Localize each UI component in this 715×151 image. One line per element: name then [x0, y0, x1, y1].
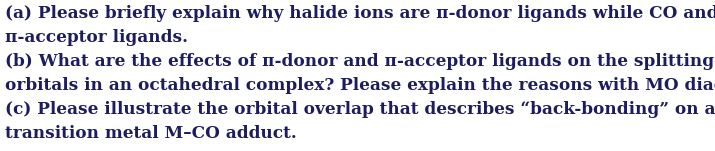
Text: π-acceptor ligands.: π-acceptor ligands. [5, 29, 188, 46]
Text: transition metal M–CO adduct.: transition metal M–CO adduct. [5, 125, 297, 142]
Text: (a) Please briefly explain why halide ions are π-donor ligands while CO and CN⁻ : (a) Please briefly explain why halide io… [5, 5, 715, 22]
Text: (b) What are the effects of π-donor and π-acceptor ligands on the splitting of m: (b) What are the effects of π-donor and … [5, 53, 715, 70]
Text: (c) Please illustrate the orbital overlap that describes “back-bonding” on a gen: (c) Please illustrate the orbital overla… [5, 101, 715, 118]
Text: orbitals in an octahedral complex? Please explain the reasons with MO diagrams.: orbitals in an octahedral complex? Pleas… [5, 77, 715, 94]
